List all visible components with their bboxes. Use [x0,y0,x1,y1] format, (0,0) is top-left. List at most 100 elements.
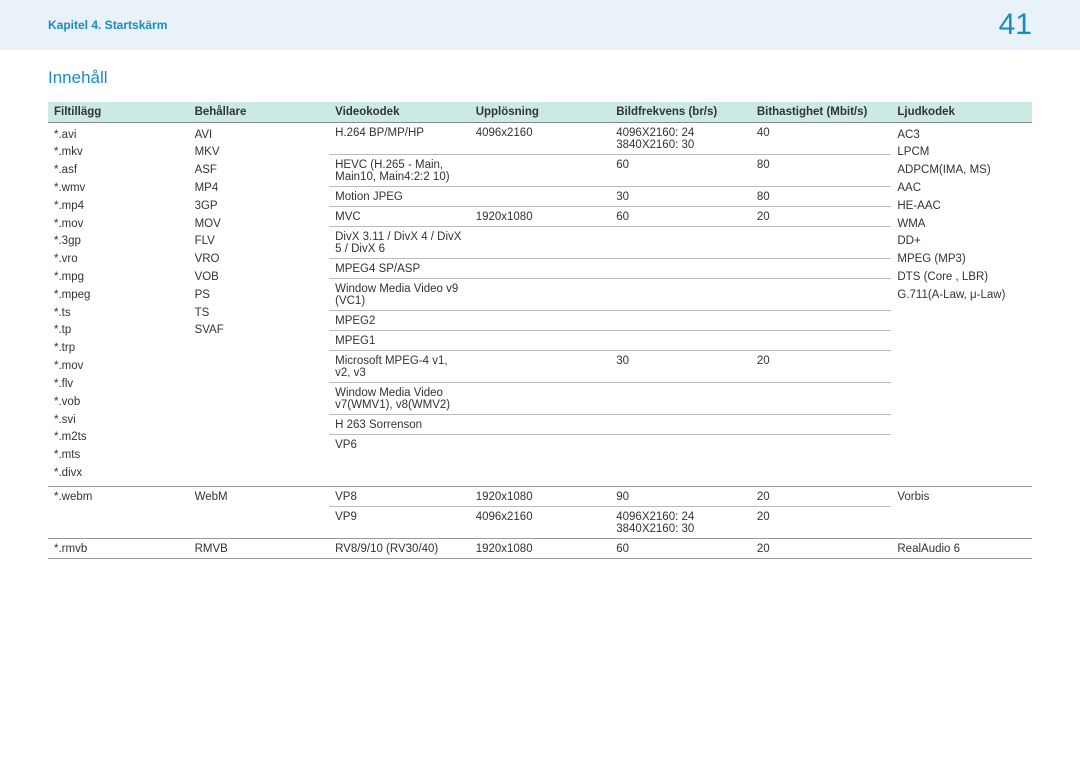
list-item: FLV [195,233,324,251]
list-item: *.tp [54,322,183,340]
col-resolution: Upplösning [470,102,611,123]
cell-fps [610,311,751,331]
cell-res: 1920x1080 [470,539,611,559]
table-row: H 263 Sorrenson [329,415,891,435]
cell-fps: 30 [610,187,751,207]
cell-res [470,155,611,187]
cell-bit: 20 [751,351,892,383]
cell-res: 1920x1080 [470,487,611,507]
list-item: *.wmv [54,180,183,198]
list-item: VOB [195,269,324,287]
list-item: AAC [897,180,1026,198]
cell-vid: Window Media Video v9 (VC1) [329,279,470,311]
subtable-cell: VP81920x10809020VP94096x21604096X2160: 2… [329,487,891,539]
col-videocodec: Videokodek [329,102,470,123]
list-item: MPEG (MP3) [897,251,1026,269]
list-item: TS [195,305,324,323]
cell-res [470,227,611,259]
list-item: DTS (Core , LBR) [897,269,1026,287]
cell-bit: 80 [751,155,892,187]
cell-bit: 20 [751,539,892,559]
list-item: AVI [195,127,324,145]
cell-vid: Microsoft MPEG-4 v1, v2, v3 [329,351,470,383]
list-item: *.avi [54,127,183,145]
table-row: VP81920x10809020 [329,487,891,507]
cell-container: RMVB [189,539,330,559]
col-container: Behållare [189,102,330,123]
list-item: HE-AAC [897,198,1026,216]
cell-vid: RV8/9/10 (RV30/40) [329,539,470,559]
page-number: 41 [999,8,1032,42]
cell-fps [610,227,751,259]
cell-ext: *.webm [48,487,189,539]
cell-ext: *.rmvb [48,539,189,559]
cell-fps: 90 [610,487,751,507]
cell-bit [751,331,892,351]
cell-res: 4096x2160 [470,507,611,539]
cell-res: 4096x2160 [470,123,611,155]
cell-vid: H 263 Sorrenson [329,415,470,435]
list-item: *.mpg [54,269,183,287]
list-item: ADPCM(IMA, MS) [897,162,1026,180]
cell-fps [610,331,751,351]
table-row: Motion JPEG3080 [329,187,891,207]
cell-vid: DivX 3.11 / DivX 4 / DivX 5 / DivX 6 [329,227,470,259]
list-item: MOV [195,216,324,234]
cell-vid: MPEG1 [329,331,470,351]
table-row: DivX 3.11 / DivX 4 / DivX 5 / DivX 6 [329,227,891,259]
cell-fps: 60 [610,539,751,559]
cell-fps: 60 [610,207,751,227]
section-title: Innehåll [48,68,1032,88]
col-audiocodec: Ljudkodek [891,102,1032,123]
list-item: WMA [897,216,1026,234]
list-item: AC3 [897,127,1026,145]
list-item: *.3gp [54,233,183,251]
cell-fps: 60 [610,155,751,187]
list-cell: AVIMKVASFMP43GPMOVFLVVROVOBPSTSSVAF [189,123,330,487]
cell-bit [751,279,892,311]
cell-bit [751,227,892,259]
table-row: Microsoft MPEG-4 v1, v2, v3 3020 [329,351,891,383]
list-item: *.mkv [54,144,183,162]
table-row: VP6 [329,435,891,455]
cell-bit [751,415,892,435]
col-ext: Filtillägg [48,102,189,123]
cell-bit: 40 [751,123,892,155]
breadcrumb: Kapitel 4. Startskärm [48,18,167,32]
list-item: *.mpeg [54,287,183,305]
cell-res [470,259,611,279]
table-row: VP94096x21604096X2160: 24 3840X2160: 302… [329,507,891,539]
table-row: Window Media Video v9 (VC1) [329,279,891,311]
cell-fps: 30 [610,351,751,383]
list-item: MKV [195,144,324,162]
cell-container: WebM [189,487,330,539]
cell-bit [751,383,892,415]
list-item: PS [195,287,324,305]
col-fps: Bildfrekvens (br/s) [610,102,751,123]
cell-res [470,415,611,435]
cell-res [470,279,611,311]
cell-vid: MPEG2 [329,311,470,331]
cell-fps [610,279,751,311]
table-row: MPEG4 SP/ASP [329,259,891,279]
list-item: *.m2ts [54,429,183,447]
list-item: *.mp4 [54,198,183,216]
list-cell: AC3LPCMADPCM(IMA, MS)AACHE-AACWMADD+MPEG… [891,123,1032,487]
cell-vid: H.264 BP/MP/HP [329,123,470,155]
list-item: DD+ [897,233,1026,251]
cell-bit [751,435,892,455]
cell-vid: Window Media Video v7(WMV1), v8(WMV2) [329,383,470,415]
table-header-row: Filtillägg Behållare Videokodek Upplösni… [48,102,1032,123]
table-row: Window Media Video v7(WMV1), v8(WMV2) [329,383,891,415]
cell-fps: 4096X2160: 24 3840X2160: 30 [610,507,751,539]
cell-res [470,311,611,331]
list-item: *.mov [54,216,183,234]
cell-fps [610,415,751,435]
cell-audio: Vorbis [891,487,1032,539]
cell-res [470,331,611,351]
cell-res [470,351,611,383]
list-item: *.vob [54,394,183,412]
cell-vid: MPEG4 SP/ASP [329,259,470,279]
subtable-cell: H.264 BP/MP/HP4096x21604096X2160: 24 384… [329,123,891,487]
cell-res [470,383,611,415]
